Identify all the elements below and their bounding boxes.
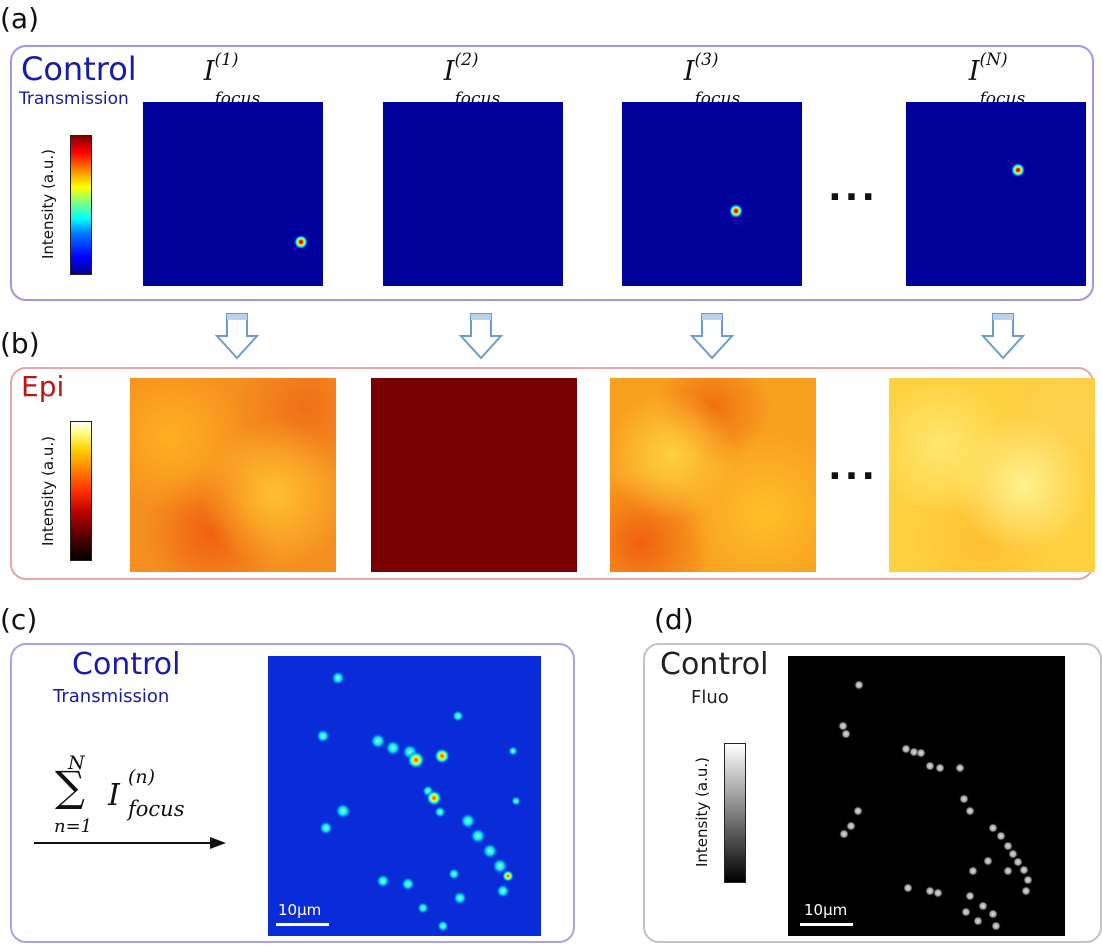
sum-term-sub: focus xyxy=(128,797,185,821)
panel-c-title: Control xyxy=(72,647,181,682)
focus-image-1 xyxy=(143,102,323,286)
fluo-image: 10µm xyxy=(788,656,1065,936)
panel-a-frame xyxy=(10,45,1094,301)
epi-image-3 xyxy=(610,378,816,572)
down-arrow-icon xyxy=(690,313,734,360)
focus-image-n xyxy=(906,102,1086,286)
panel-a-label: (a) xyxy=(0,2,40,35)
epi-image-1 xyxy=(130,378,336,572)
down-arrow-icon xyxy=(215,313,259,360)
panel-a-title: Control xyxy=(21,50,137,88)
panel-a-colorbar-label: Intensity (a.u.) xyxy=(39,149,57,259)
panel-d-colorbar-label: Intensity (a.u.) xyxy=(693,757,711,867)
sum-term-base: I xyxy=(108,778,120,813)
down-arrow-icon xyxy=(981,313,1025,360)
panel-c-subtitle: Transmission xyxy=(53,686,170,707)
panel-d-colorbar xyxy=(724,743,746,883)
panel-a-colorbar xyxy=(70,135,92,275)
panel-b-colorbar xyxy=(70,421,92,561)
right-arrow-icon xyxy=(34,837,226,849)
panel-a-ellipsis: ... xyxy=(828,168,879,209)
panel-d-scalebar xyxy=(800,923,853,926)
focus-image-3 xyxy=(622,102,802,286)
sum-symbol: ∑ xyxy=(55,762,85,811)
sum-lower: n=1 xyxy=(54,816,93,837)
panel-d-frame xyxy=(643,643,1102,943)
panel-d-subtitle: Fluo xyxy=(691,687,729,708)
panel-b-label: (b) xyxy=(0,327,40,360)
sum-upper: N xyxy=(68,752,85,774)
sum-term-sup: (n) xyxy=(128,766,156,788)
epi-image-n xyxy=(889,378,1095,572)
down-arrow-icon xyxy=(459,313,503,360)
panel-c-frame xyxy=(10,643,575,943)
sum-formula: N ∑ n=1 I (n) focus xyxy=(50,752,220,840)
sum-image: 10µm xyxy=(268,656,541,936)
panel-a-subtitle: Transmission xyxy=(19,89,129,109)
panel-c-label: (c) xyxy=(0,603,38,636)
focus-label-3: I (3) focus xyxy=(683,50,741,110)
panel-d-label: (d) xyxy=(654,603,694,636)
focus-label-1: I (1) focus xyxy=(203,50,261,110)
epi-image-2 xyxy=(371,378,577,572)
focus-label-n: I (N) focus xyxy=(968,50,1026,110)
panel-b-title: Epi xyxy=(21,370,65,403)
focus-label-2: I (2) focus xyxy=(443,50,501,110)
focus-image-2 xyxy=(383,102,563,286)
panel-c-scalebar xyxy=(276,923,329,926)
panel-d-scalebar-label: 10µm xyxy=(804,901,848,919)
panel-c-scalebar-label: 10µm xyxy=(278,901,322,919)
panel-b-ellipsis: ... xyxy=(828,447,879,488)
panel-b-colorbar-label: Intensity (a.u.) xyxy=(39,436,57,546)
panel-d-title: Control xyxy=(660,647,769,682)
